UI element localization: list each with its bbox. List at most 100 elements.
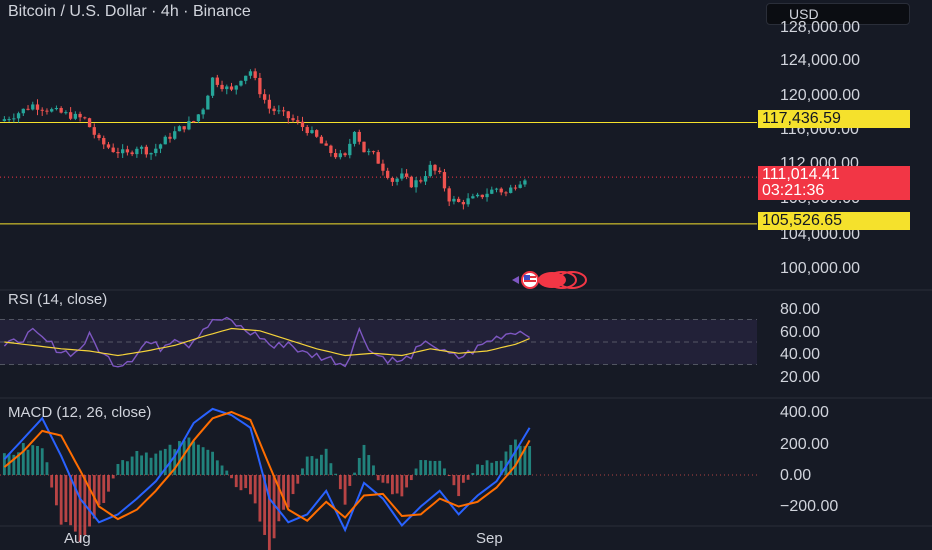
macd-line: [3, 407, 531, 533]
macd-histogram-bar: [272, 475, 276, 539]
candle-body: [509, 187, 513, 193]
rsi-axis-label: 60.00: [780, 324, 821, 341]
candle-body: [191, 121, 196, 123]
macd-histogram-bar: [69, 475, 73, 526]
macd-histogram-bar: [64, 475, 68, 523]
candle-body: [315, 130, 319, 137]
macd-histogram-bar: [12, 454, 16, 475]
candle-body: [59, 107, 63, 113]
rsi-axis-label: 20.00: [780, 369, 821, 386]
candle-body: [92, 127, 96, 135]
candle-body: [371, 151, 376, 153]
macd-histogram-bar: [187, 437, 191, 475]
macd-histogram-bar: [253, 475, 257, 504]
macd-histogram-bar: [514, 439, 517, 475]
candle-body: [40, 109, 44, 111]
candle-body: [182, 126, 186, 130]
candle-body: [102, 138, 106, 145]
macd-signal-line: [3, 410, 531, 522]
macd-histogram-bar: [26, 449, 30, 475]
macd-histogram-bar: [78, 475, 82, 543]
macd-histogram-bar: [234, 475, 238, 488]
macd-histogram-bar: [362, 444, 366, 475]
candle-body: [73, 113, 78, 119]
rsi-pane[interactable]: [0, 289, 932, 368]
candle-body: [87, 118, 92, 128]
macd-histogram-bar: [45, 462, 49, 475]
candle-body: [485, 193, 489, 198]
candle-body: [362, 141, 366, 153]
candle-body: [173, 131, 177, 139]
candle-body: [177, 126, 182, 132]
macd-indicator-label[interactable]: MACD (12, 26, close): [8, 404, 152, 421]
macd-axis-label: 400.00: [780, 404, 829, 421]
macd-histogram-bar: [480, 464, 484, 475]
bar-countdown: 03:21:36: [762, 182, 825, 199]
candle-body: [125, 149, 130, 153]
macd-histogram-bar: [107, 475, 110, 492]
symbol-title[interactable]: Bitcoin / U.S. Dollar · 4h · Binance: [8, 3, 251, 20]
candle-body: [357, 131, 361, 142]
candle-body: [215, 77, 219, 85]
upper-level-price-tag: 117,436.59: [758, 110, 910, 128]
candle-body: [21, 108, 25, 114]
macd-histogram-bar: [149, 457, 153, 475]
candle-body: [258, 77, 262, 95]
macd-histogram-bar: [338, 475, 342, 490]
macd-histogram-bar: [182, 440, 186, 475]
candle-body: [130, 152, 134, 155]
macd-histogram-bar: [376, 475, 380, 481]
macd-histogram-bar: [324, 448, 328, 475]
candle-body: [324, 143, 328, 146]
candle-body: [419, 180, 423, 182]
currency-selector-button[interactable]: USD: [766, 3, 910, 25]
rsi-indicator-label[interactable]: RSI (14, close): [8, 291, 108, 308]
macd-histogram-bar: [178, 441, 181, 475]
macd-histogram-bar: [282, 475, 285, 510]
candle-body: [376, 152, 380, 164]
candle-body: [45, 110, 49, 112]
macd-histogram-bar: [390, 475, 394, 495]
candle-body: [281, 110, 286, 112]
macd-axis-label: −200.00: [780, 498, 839, 515]
macd-histogram-bar: [400, 475, 404, 497]
macd-histogram-bar: [348, 475, 352, 486]
lower-level-price-tag: 105,526.65: [758, 212, 910, 230]
candle-body: [423, 176, 428, 182]
macd-histogram-bar: [499, 460, 503, 475]
candle-body: [206, 95, 210, 110]
macd-histogram-bar: [277, 475, 281, 522]
macd-histogram-bar: [111, 475, 115, 479]
candle-body: [277, 110, 281, 112]
macd-histogram-bar: [140, 455, 144, 475]
candle-body: [196, 114, 201, 122]
macd-pane[interactable]: [0, 397, 932, 550]
candle-body: [272, 108, 276, 112]
candle-body: [83, 117, 87, 119]
macd-histogram-bar: [315, 458, 319, 475]
candle-body: [296, 120, 300, 122]
macd-histogram-bar: [381, 475, 385, 483]
macd-histogram-bar: [215, 460, 219, 475]
candle-body: [286, 111, 290, 119]
macd-histogram-bar: [405, 475, 409, 488]
candle-body: [106, 144, 111, 148]
current-price-value: 111,014.41: [762, 166, 840, 183]
candle-body: [352, 131, 357, 144]
candle-body: [267, 99, 272, 109]
macd-histogram-bar: [310, 456, 314, 475]
macd-histogram-bar: [490, 462, 494, 475]
candle-body: [475, 194, 480, 197]
price-pane[interactable]: [0, 68, 757, 225]
price-axis-label: 104,000.00: [780, 226, 861, 243]
candle-body: [395, 178, 399, 182]
macd-histogram-bar: [154, 453, 158, 475]
us-flag-economic-event-icon[interactable]: [512, 271, 590, 294]
macd-histogram-bar: [305, 456, 309, 475]
candle-body: [158, 144, 163, 149]
macd-histogram-bar: [457, 475, 461, 497]
macd-histogram-bar: [36, 446, 39, 475]
macd-axis-label: 200.00: [780, 436, 829, 453]
macd-histogram-bar: [504, 451, 508, 475]
